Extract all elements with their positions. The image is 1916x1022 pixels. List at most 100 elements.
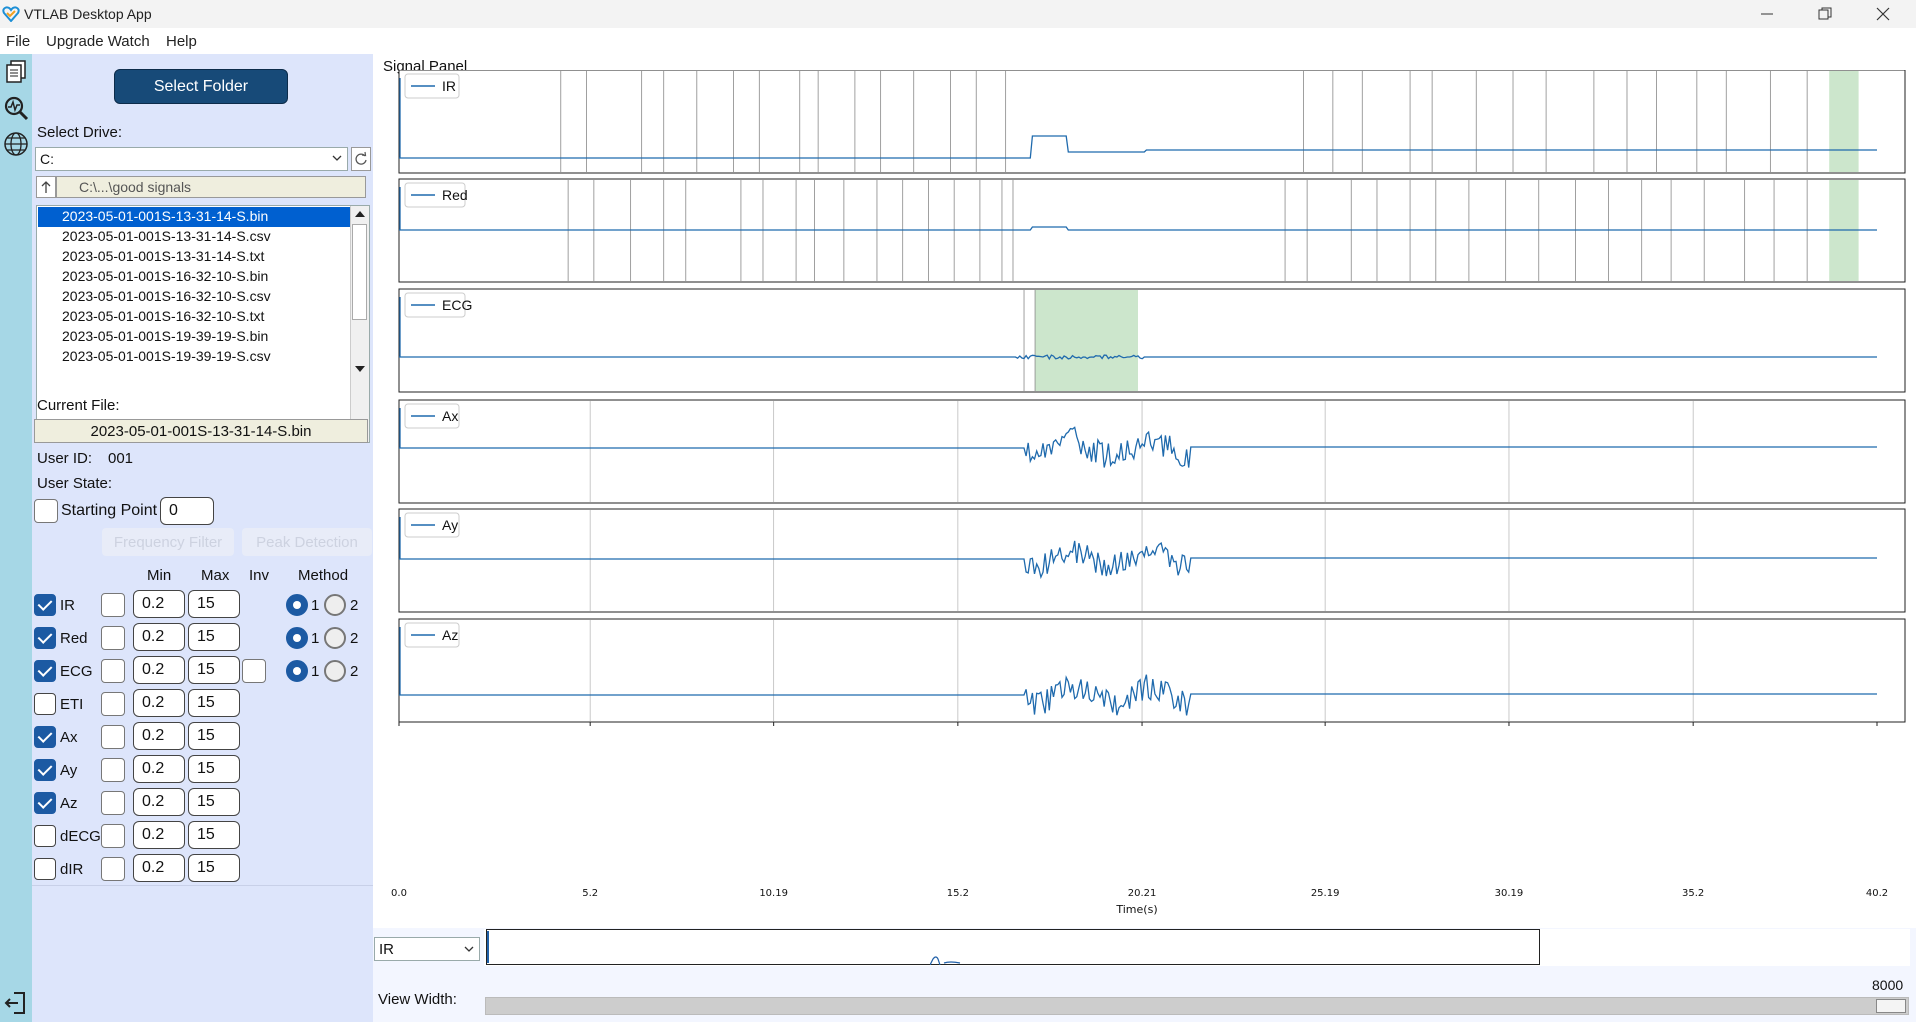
user-state-label: User State: (37, 475, 113, 492)
method-option-label: 2 (350, 630, 359, 647)
channel-decg-filter-checkbox[interactable] (101, 824, 125, 848)
channel-ecg-filter-checkbox[interactable] (101, 659, 125, 683)
x-tick-label: 40.2 (1866, 888, 1888, 899)
channel-dir-checkbox[interactable] (34, 858, 56, 880)
channel-ir-max-input[interactable]: 15 (188, 590, 240, 618)
channel-red-method-2-radio[interactable] (324, 627, 346, 649)
channel-ecg-checkbox[interactable] (34, 660, 56, 682)
parent-folder-button[interactable] (36, 176, 56, 198)
channel-decg-max-input[interactable]: 15 (188, 821, 240, 849)
channel-ay-max-input[interactable]: 15 (188, 755, 240, 783)
overview-channel-select[interactable]: IR (374, 937, 480, 961)
channel-ir-method-1-radio[interactable] (286, 594, 308, 616)
channel-dir-filter-checkbox[interactable] (101, 857, 125, 881)
starting-point-checkbox[interactable] (34, 499, 58, 523)
legend: ECG (404, 292, 472, 318)
menu-upgrade-watch[interactable]: Upgrade Watch (46, 33, 150, 50)
signal-trace (399, 187, 1877, 231)
channel-ax-checkbox[interactable] (34, 726, 56, 748)
channel-ecg-max-input[interactable]: 15 (188, 656, 240, 684)
channel-ay-min-input[interactable]: 0.2 (133, 755, 185, 783)
channel-ir-checkbox[interactable] (34, 594, 56, 616)
channel-ecg-label: ECG (60, 663, 93, 680)
inv-header: Inv (249, 567, 270, 584)
file-list-item[interactable]: 2023-05-01-001S-13-31-14-S.txt (62, 248, 265, 264)
legend-label: Red (442, 187, 468, 203)
channel-red-checkbox[interactable] (34, 627, 56, 649)
channel-dir-min-input[interactable]: 0.2 (133, 854, 185, 882)
channel-ir-filter-checkbox[interactable] (101, 593, 125, 617)
channel-ir-method-2-radio[interactable] (324, 594, 346, 616)
view-width-slider-thumb[interactable] (1876, 999, 1906, 1013)
channel-red-filter-checkbox[interactable] (101, 626, 125, 650)
channel-ax-max-input[interactable]: 15 (188, 722, 240, 750)
channel-ay-checkbox[interactable] (34, 759, 56, 781)
refresh-icon (355, 151, 367, 165)
path-field[interactable]: C:\...\good signals (56, 176, 366, 198)
file-list-item[interactable]: 2023-05-01-001S-16-32-10-S.txt (62, 308, 265, 324)
channel-eti-max-input[interactable]: 15 (188, 689, 240, 717)
menu-help[interactable]: Help (166, 33, 197, 50)
view-width-slider[interactable] (485, 997, 1909, 1015)
close-button[interactable] (1854, 0, 1912, 28)
channel-eti-checkbox[interactable] (34, 693, 56, 715)
exit-icon[interactable] (2, 989, 30, 1017)
frequency-filter-button[interactable]: Frequency Filter (102, 528, 234, 556)
overview-view-window[interactable] (486, 929, 1540, 965)
channel-decg-checkbox[interactable] (34, 825, 56, 847)
channel-eti-min-input[interactable]: 0.2 (133, 689, 185, 717)
channel-red-method-1-radio[interactable] (286, 627, 308, 649)
channel-az-min-input[interactable]: 0.2 (133, 788, 185, 816)
channel-ay-filter-checkbox[interactable] (101, 758, 125, 782)
channel-red-max-input[interactable]: 15 (188, 623, 240, 651)
restore-button[interactable] (1796, 0, 1854, 28)
files-icon[interactable] (2, 58, 30, 86)
channel-decg-min-input[interactable]: 0.2 (133, 821, 185, 849)
current-file-label: Current File: (37, 397, 120, 414)
overview-strip[interactable] (484, 929, 1910, 966)
channel-ecg-method-2-radio[interactable] (324, 660, 346, 682)
signal-trace (399, 408, 1877, 468)
method-option-label: 2 (350, 597, 359, 614)
peak-detection-button[interactable]: Peak Detection (242, 528, 372, 556)
channel-ax-filter-checkbox[interactable] (101, 725, 125, 749)
minimize-button[interactable] (1738, 0, 1796, 28)
globe-icon[interactable] (2, 130, 30, 158)
channel-red-min-input[interactable]: 0.2 (133, 623, 185, 651)
select-folder-button[interactable]: Select Folder (114, 69, 288, 104)
file-list-item[interactable]: 2023-05-01-001S-19-39-19-S.csv (62, 348, 271, 364)
file-list-item[interactable]: 2023-05-01-001S-16-32-10-S.csv (62, 288, 271, 304)
file-list-scroll-thumb[interactable] (352, 224, 367, 320)
channel-az-checkbox[interactable] (34, 792, 56, 814)
x-tick-label: 5.2 (582, 888, 598, 899)
channel-ecg-method-1-radio[interactable] (286, 660, 308, 682)
channel-ir-min-input[interactable]: 0.2 (133, 590, 185, 618)
scroll-down-icon[interactable] (355, 366, 365, 373)
channel-az-filter-checkbox[interactable] (101, 791, 125, 815)
channel-ir-label: IR (60, 597, 75, 614)
file-list-item[interactable]: 2023-05-01-001S-19-39-19-S.bin (62, 328, 269, 344)
channel-ecg-invert-checkbox[interactable] (242, 659, 266, 683)
legend-label: Ax (442, 408, 458, 424)
channel-az-max-input[interactable]: 15 (188, 788, 240, 816)
channel-ecg-min-input[interactable]: 0.2 (133, 656, 185, 684)
file-list-vertical-scrollbar[interactable] (350, 206, 369, 442)
channel-eti-filter-checkbox[interactable] (101, 692, 125, 716)
view-width-label: View Width: (378, 991, 457, 1008)
x-tick-label: 35.2 (1682, 888, 1704, 899)
user-id-value: 001 (108, 450, 134, 467)
file-list-item[interactable]: 2023-05-01-001S-13-31-14-S.bin (38, 207, 350, 227)
legend: IR (404, 73, 460, 99)
drive-select[interactable]: C: (35, 147, 348, 171)
scroll-up-icon[interactable] (355, 210, 365, 217)
file-list-item[interactable]: 2023-05-01-001S-16-32-10-S.bin (62, 268, 269, 284)
analyze-zoom-icon[interactable] (2, 94, 30, 122)
refresh-drive-button[interactable] (351, 147, 371, 171)
starting-point-input[interactable]: 0 (160, 497, 214, 525)
panel-divider (32, 885, 373, 886)
view-width-value: 8000 (1872, 977, 1904, 993)
channel-dir-max-input[interactable]: 15 (188, 854, 240, 882)
menu-file[interactable]: File (6, 33, 31, 50)
file-list-item[interactable]: 2023-05-01-001S-13-31-14-S.csv (62, 228, 271, 244)
channel-ax-min-input[interactable]: 0.2 (133, 722, 185, 750)
